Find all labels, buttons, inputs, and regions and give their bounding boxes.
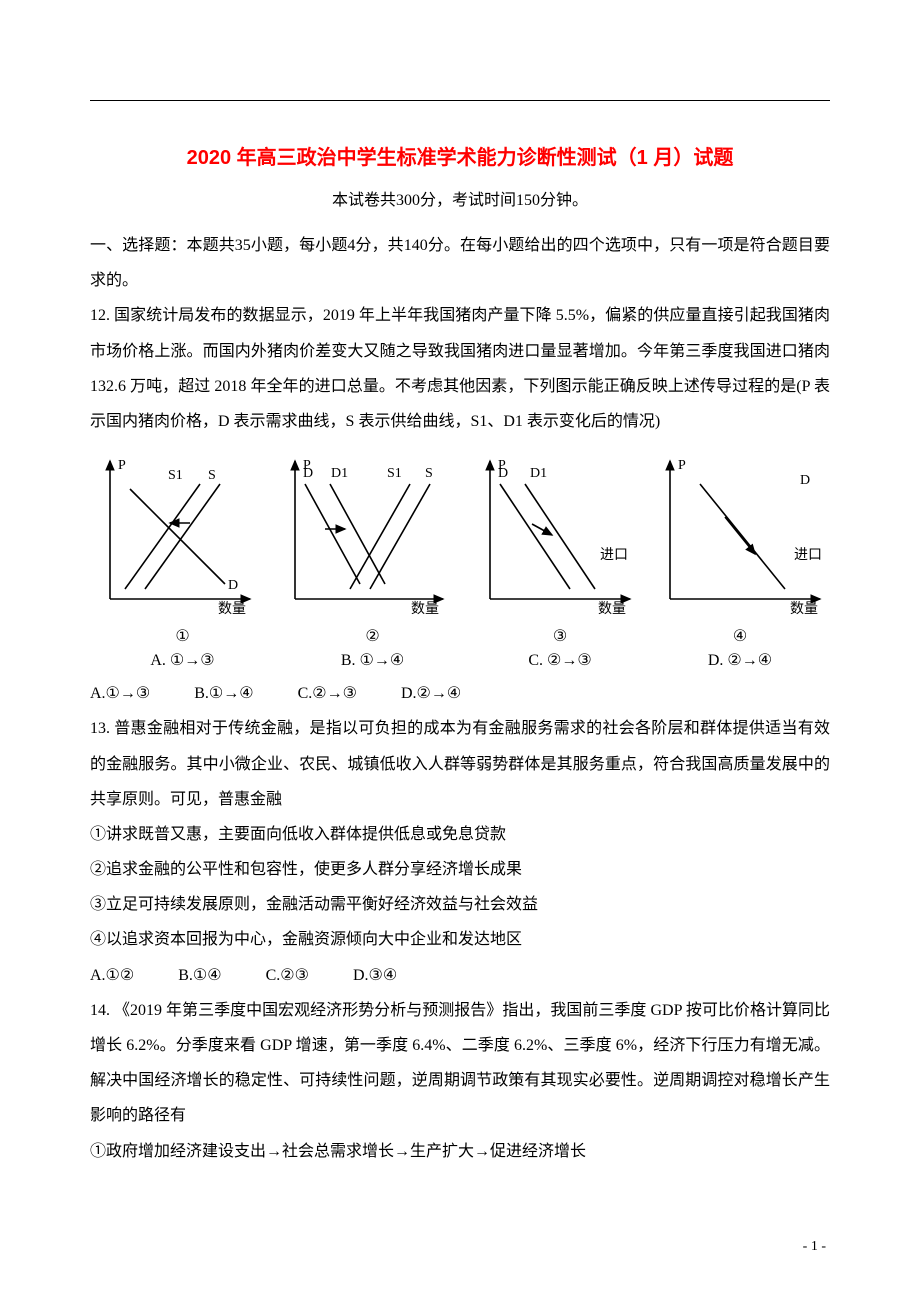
q14-s1: ①政府增加经济建设支出→社会总需求增长→生产扩大→促进经济增长 <box>90 1134 830 1169</box>
chart-opt-c: C. ②→③ <box>470 650 650 670</box>
q13-s4: ④以追求资本回报为中心，金融资源倾向大中企业和发达地区 <box>90 922 830 957</box>
chart-opt-d: D. ②→④ <box>650 650 830 670</box>
charts-svg: P 数量 S S1 D P 数量 D D1 <box>90 449 830 619</box>
svg-text:S1: S1 <box>387 466 402 481</box>
svg-text:进口: 进口 <box>600 547 628 563</box>
svg-text:S: S <box>208 468 216 483</box>
chart-option-row: A. ①→③ B. ①→④ C. ②→③ D. ②→④ <box>90 650 830 670</box>
exam-info: 本试卷共300分，考试时间150分钟。 <box>90 186 830 210</box>
svg-text:D: D <box>228 578 238 593</box>
svg-text:D1: D1 <box>331 466 348 481</box>
q13-s1: ①讲求既普又惠，主要面向低收入群体提供低息或免息贷款 <box>90 817 830 852</box>
chart-opt-a: A. ①→③ <box>90 650 275 670</box>
panel-id-2: ② <box>275 626 470 646</box>
svg-text:P: P <box>678 458 686 473</box>
svg-text:S1: S1 <box>168 468 183 483</box>
q13-opt-b: B.①④ <box>178 958 221 993</box>
svg-text:D: D <box>800 473 810 488</box>
panel-id-1: ① <box>90 626 275 646</box>
page-container: 2020 年高三政治中学生标准学术能力诊断性测试（1 月）试题 本试卷共300分… <box>0 0 920 1295</box>
svg-text:数量: 数量 <box>218 601 246 617</box>
q12-opt-d: D.②→④ <box>401 676 461 711</box>
panel-id-4: ④ <box>650 626 830 646</box>
q13-opt-a: A.①② <box>90 958 134 993</box>
svg-text:S: S <box>425 466 433 481</box>
panel-id-3: ③ <box>470 626 650 646</box>
chart-opt-b: B. ①→④ <box>275 650 470 670</box>
q12-charts: P 数量 S S1 D P 数量 D D1 <box>90 449 830 670</box>
svg-text:进口: 进口 <box>794 547 822 563</box>
chart-panel-1: P 数量 S S1 D <box>110 458 250 617</box>
chart-panel-2: P 数量 D D1 S S1 <box>295 458 443 617</box>
svg-text:D1: D1 <box>530 466 547 481</box>
section-instructions: 一、选择题：本题共35小题，每小题4分，共140分。在每小题给出的四个选项中，只… <box>90 228 830 298</box>
svg-text:数量: 数量 <box>790 601 818 617</box>
q12-options-line: A.①→③ B.①→④ C.②→③ D.②→④ <box>90 676 830 711</box>
chart-panel-ids: ① ② ③ ④ <box>90 626 830 646</box>
document-title: 2020 年高三政治中学生标准学术能力诊断性测试（1 月）试题 <box>90 141 830 170</box>
q12-opt-b: B.①→④ <box>194 676 253 711</box>
svg-text:D: D <box>498 466 508 481</box>
q12-stem: 12. 国家统计局发布的数据显示，2019 年上半年我国猪肉产量下降 5.5%，… <box>90 298 830 439</box>
q12-opt-c: C.②→③ <box>298 676 357 711</box>
svg-text:D: D <box>303 466 313 481</box>
q14-stem: 14. 《2019 年第三季度中国宏观经济形势分析与预测报告》指出，我国前三季度… <box>90 993 830 1134</box>
q12-opt-a: A.①→③ <box>90 676 150 711</box>
svg-text:数量: 数量 <box>598 601 626 617</box>
q13-s3: ③立足可持续发展原则，金融活动需平衡好经济效益与社会效益 <box>90 887 830 922</box>
svg-text:数量: 数量 <box>411 601 439 617</box>
q13-s2: ②追求金融的公平性和包容性，使更多人群分享经济增长成果 <box>90 852 830 887</box>
page-number: - 1 - <box>90 1239 830 1255</box>
top-rule <box>90 100 830 101</box>
q13-opt-c: C.②③ <box>266 958 309 993</box>
chart-panel-3: P 数量 D D1 进口 <box>490 458 630 617</box>
q13-opt-d: D.③④ <box>353 958 397 993</box>
chart-panel-4: P 数量 D 进口 <box>670 458 822 617</box>
q13-stem: 13. 普惠金融相对于传统金融，是指以可负担的成本为有金融服务需求的社会各阶层和… <box>90 711 830 817</box>
svg-text:P: P <box>118 458 126 473</box>
q13-options: A.①② B.①④ C.②③ D.③④ <box>90 958 830 993</box>
